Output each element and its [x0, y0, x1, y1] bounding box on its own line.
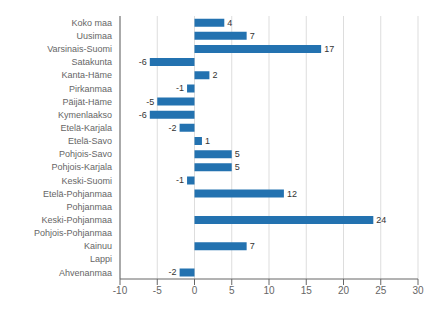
svg-text:20: 20: [338, 285, 350, 296]
svg-text:-6: -6: [139, 110, 147, 120]
svg-text:Uusimaa: Uusimaa: [76, 31, 112, 41]
svg-text:Kymenlaakso: Kymenlaakso: [58, 110, 112, 120]
svg-text:-6: -6: [139, 57, 147, 67]
svg-text:Etelä-Pohjanmaa: Etelä-Pohjanmaa: [43, 189, 112, 199]
svg-text:Koko maa: Koko maa: [71, 18, 112, 28]
svg-text:-2: -2: [169, 267, 177, 277]
svg-text:Päijät-Häme: Päijät-Häme: [62, 97, 112, 107]
svg-text:Pohjanmaa: Pohjanmaa: [66, 202, 112, 212]
svg-text:7: 7: [250, 31, 255, 41]
svg-text:Ahvenanmaa: Ahvenanmaa: [59, 268, 112, 278]
svg-text:Etelä-Savo: Etelä-Savo: [68, 136, 112, 146]
svg-text:24: 24: [376, 215, 386, 225]
svg-text:-1: -1: [176, 175, 184, 185]
svg-text:Pirkanmaa: Pirkanmaa: [69, 84, 112, 94]
svg-text:Varsinais-Suomi: Varsinais-Suomi: [47, 44, 112, 54]
svg-text:5: 5: [229, 285, 235, 296]
svg-text:12: 12: [287, 189, 297, 199]
svg-text:Keski-Suomi: Keski-Suomi: [61, 176, 112, 186]
svg-text:Satakunta: Satakunta: [71, 57, 112, 67]
svg-text:7: 7: [250, 241, 255, 251]
svg-text:Kainuu: Kainuu: [84, 241, 112, 251]
svg-text:Etelä-Karjala: Etelä-Karjala: [60, 123, 112, 133]
svg-text:17: 17: [324, 44, 334, 54]
svg-text:-1: -1: [176, 83, 184, 93]
svg-text:10: 10: [263, 285, 275, 296]
svg-text:-5: -5: [153, 285, 162, 296]
svg-text:25: 25: [375, 285, 387, 296]
svg-text:15: 15: [301, 285, 313, 296]
svg-text:Pohjois-Savo: Pohjois-Savo: [59, 149, 112, 159]
svg-text:1: 1: [205, 136, 210, 146]
svg-text:Pohjois-Pohjanmaa: Pohjois-Pohjanmaa: [34, 228, 112, 238]
svg-text:Lappi: Lappi: [90, 254, 112, 264]
svg-text:4: 4: [227, 18, 232, 28]
svg-text:-2: -2: [169, 123, 177, 133]
svg-text:30: 30: [412, 285, 424, 296]
svg-text:2: 2: [212, 70, 217, 80]
svg-text:Keski-Pohjanmaa: Keski-Pohjanmaa: [41, 215, 112, 225]
svg-text:5: 5: [235, 149, 240, 159]
svg-text:-10: -10: [113, 285, 128, 296]
svg-text:5: 5: [235, 162, 240, 172]
svg-text:Pohjois-Karjala: Pohjois-Karjala: [51, 162, 112, 172]
svg-text:-5: -5: [146, 97, 154, 107]
svg-text:Kanta-Häme: Kanta-Häme: [61, 70, 112, 80]
svg-text:0: 0: [192, 285, 198, 296]
